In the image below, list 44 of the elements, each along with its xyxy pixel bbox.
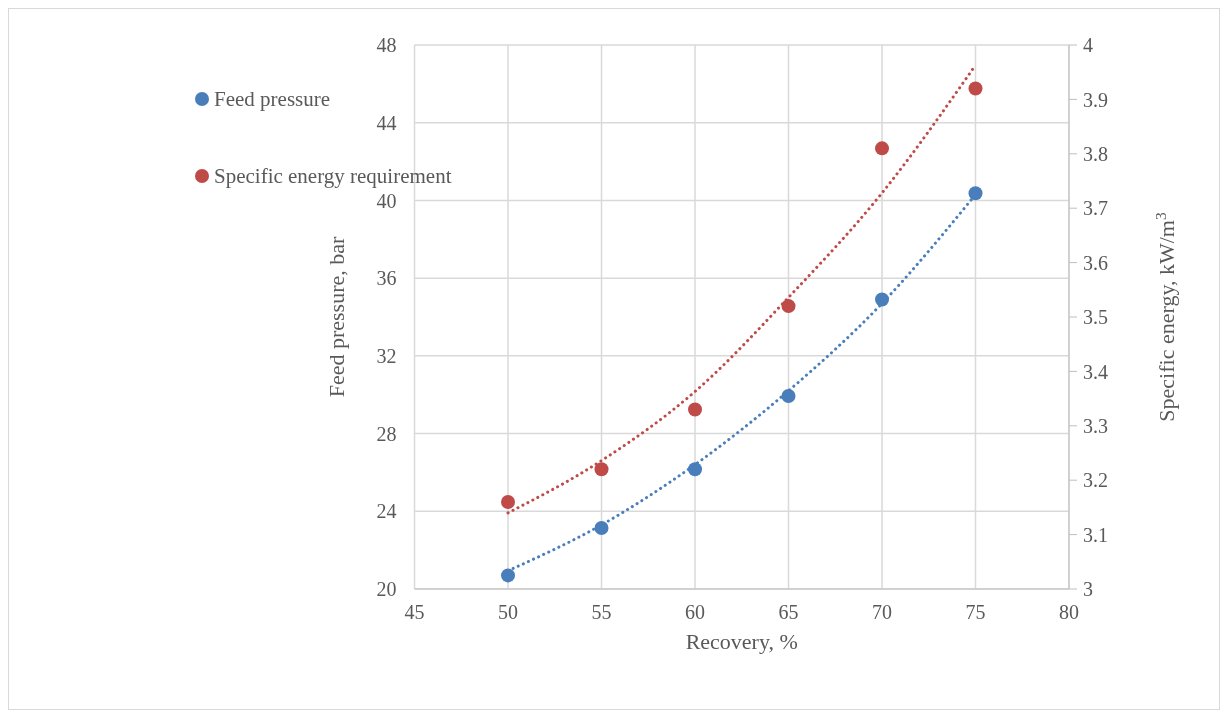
point [688,402,703,417]
point [968,186,983,201]
y-tick-label: 32 [376,344,397,367]
x-tick-label: 50 [498,601,519,624]
point [594,520,609,535]
point [688,462,703,477]
y-tick-label: 44 [376,111,397,134]
y2-tick-label: 3.5 [1083,306,1108,329]
y-tick-label: 28 [376,422,397,445]
x-tick-label: 60 [685,601,706,624]
y2-tick-label: 3.1 [1083,523,1108,546]
point [781,299,796,314]
point [875,141,889,156]
y-tick-label: 40 [376,189,397,212]
point [501,568,516,583]
legend-label: Feed pressure [214,86,331,112]
x-tick-label: 75 [965,601,986,624]
y2-tick-label: 3.9 [1083,88,1108,111]
y2-tick-label: 3.3 [1083,414,1108,437]
x-tick-label: 70 [872,601,892,624]
y-tick-label: 48 [376,34,397,57]
point [781,389,796,404]
y2-tick-label: 3.7 [1083,197,1108,220]
point [968,81,983,96]
y2-tick-label: 4 [1083,34,1093,57]
y2-tick-label: 3 [1083,578,1093,601]
x-tick-label: 80 [1059,601,1079,624]
x-axis-title: Recovery, % [685,629,798,654]
point [875,292,889,307]
y2-tick-label: 3.6 [1083,251,1108,274]
y2-tick-label: 3.2 [1083,469,1108,492]
y2-tick-label: 3.8 [1083,142,1108,165]
y2-tick-label: 3.4 [1083,360,1108,383]
point [594,462,609,477]
x-tick-label: 55 [591,601,612,624]
x-tick-label: 65 [778,601,799,624]
y-axis-title: Feed pressure, bar [324,236,350,398]
y-tick-label: 20 [376,578,397,601]
y-tick-label: 36 [376,267,397,290]
legend-label: Specific energy requirement [214,163,452,189]
line-series [506,66,976,515]
point [501,494,516,509]
y-tick-label: 24 [376,500,397,523]
x-tick-label: 45 [404,601,425,624]
